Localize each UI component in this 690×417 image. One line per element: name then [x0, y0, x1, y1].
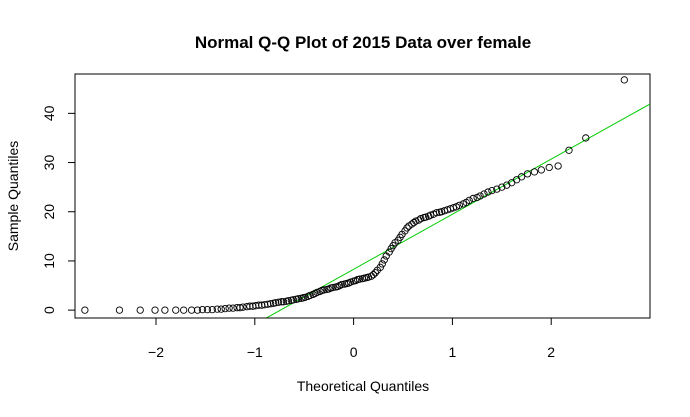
data-point: [294, 295, 302, 303]
data-point: [274, 298, 283, 306]
data-point: [225, 304, 233, 312]
x-tick-label: 2: [547, 344, 555, 360]
data-point: [346, 278, 355, 286]
data-point: [203, 305, 212, 314]
data-point: [236, 304, 244, 312]
data-point: [417, 214, 425, 223]
data-point: [277, 298, 286, 306]
data-point: [517, 173, 526, 181]
data-point: [161, 306, 169, 314]
data-point: [488, 186, 496, 195]
y-tick-label: 20: [41, 204, 57, 220]
y-tick-label: 30: [41, 155, 57, 171]
x-tick-label: −1: [247, 344, 263, 360]
data-point: [565, 146, 573, 154]
data-point: [376, 263, 384, 271]
data-point: [198, 305, 207, 314]
data-point: [369, 271, 378, 279]
x-tick-label: 0: [350, 344, 358, 360]
y-tick-label: 0: [41, 306, 57, 314]
y-axis-label: Sample Quantiles: [5, 141, 21, 252]
data-point: [380, 256, 388, 264]
x-tick-label: −2: [148, 344, 164, 360]
data-point: [115, 306, 124, 314]
data-point: [187, 306, 196, 314]
data-point: [180, 306, 188, 314]
data-point: [493, 185, 501, 193]
data-point: [193, 306, 202, 314]
data-point: [480, 190, 488, 198]
data-point: [378, 260, 386, 268]
data-point: [289, 296, 297, 304]
data-point: [221, 305, 229, 313]
data-point: [427, 211, 435, 219]
chart-title: Normal Q-Q Plot of 2015 Data over female: [195, 33, 531, 52]
data-point: [582, 134, 590, 142]
data-point: [476, 192, 484, 200]
data-point: [371, 269, 379, 277]
data-point: [545, 163, 553, 172]
data-point: [432, 209, 441, 217]
data-point: [213, 305, 221, 313]
points-layer: [81, 76, 628, 314]
x-tick-label: 1: [449, 344, 457, 360]
data-point: [329, 283, 337, 292]
data-point: [136, 306, 144, 314]
x-axis-label: Theoretical Quantiles: [297, 378, 429, 394]
data-point: [284, 297, 293, 305]
data-point: [410, 218, 418, 227]
y-tick-label: 40: [41, 105, 57, 121]
data-point: [484, 188, 492, 196]
data-point: [469, 194, 477, 203]
data-point: [620, 76, 628, 84]
data-point: [338, 280, 346, 289]
data-point: [530, 168, 539, 176]
data-point: [403, 224, 411, 232]
data-point: [306, 291, 314, 300]
data-point: [239, 303, 247, 311]
data-point: [422, 213, 430, 221]
data-point: [455, 201, 463, 209]
data-point: [355, 275, 364, 283]
data-point: [172, 306, 180, 314]
data-point: [313, 288, 321, 297]
data-point: [301, 293, 309, 301]
y-axis: 0 10 20 30 40: [41, 105, 76, 314]
reference-line-layer: [265, 103, 650, 318]
data-point: [320, 286, 328, 294]
data-point: [81, 306, 89, 314]
data-point: [279, 298, 288, 306]
data-point: [498, 183, 506, 191]
reference-line: [265, 103, 650, 318]
data-point: [217, 305, 225, 313]
y-tick-label: 10: [41, 253, 57, 269]
data-point: [523, 170, 532, 178]
data-point: [208, 305, 216, 314]
data-point: [229, 304, 237, 312]
data-point: [449, 204, 458, 212]
data-point: [465, 196, 473, 205]
data-point: [266, 300, 275, 308]
data-point: [537, 166, 545, 174]
data-point: [385, 248, 393, 256]
data-point: [151, 306, 159, 314]
data-point: [554, 162, 562, 170]
x-axis: −2 −1 0 1 2: [148, 317, 555, 360]
